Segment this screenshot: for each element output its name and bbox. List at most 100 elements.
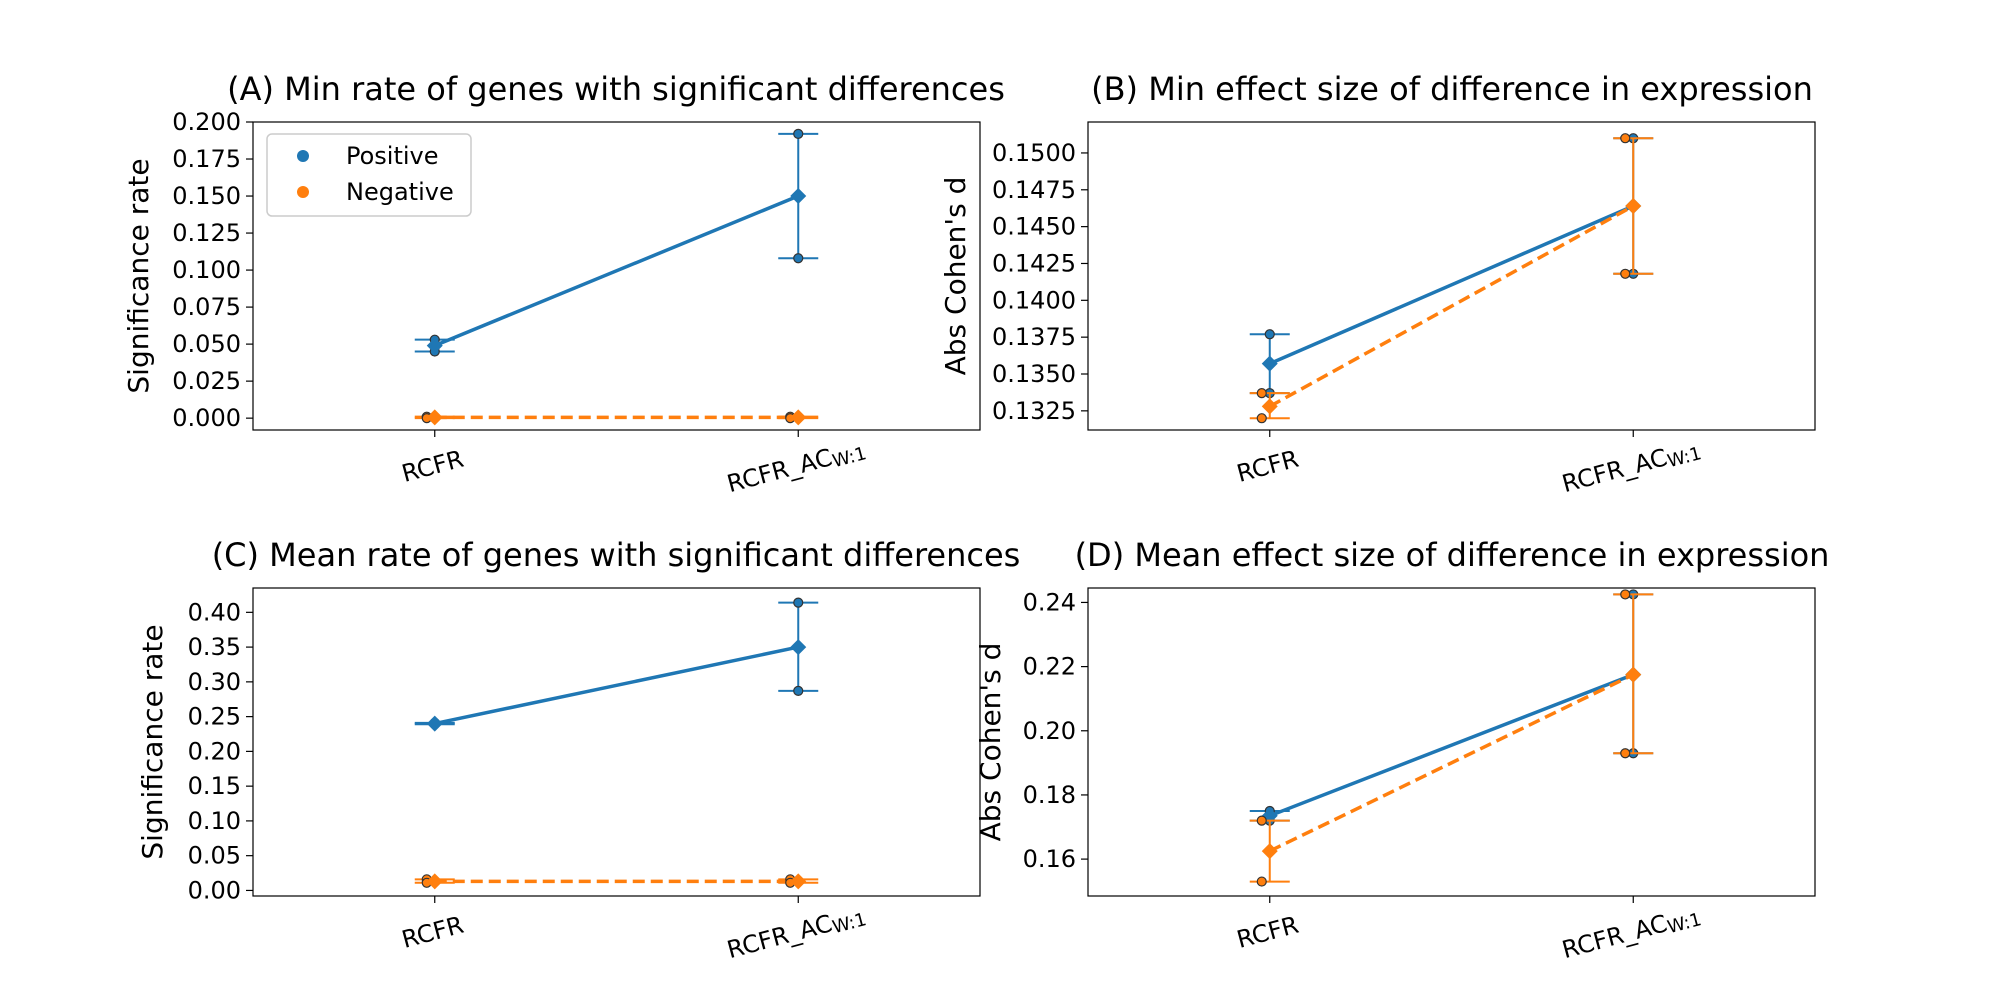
y-tick-label: 0.050 bbox=[172, 330, 241, 358]
y-tick-label: 0.100 bbox=[172, 256, 241, 284]
y-tick-label: 0.1400 bbox=[992, 286, 1076, 314]
y-tick-label: 0.25 bbox=[188, 703, 241, 731]
panels-group: (A) Min rate of genes with significant d… bbox=[122, 70, 1830, 966]
legend-label: Positive bbox=[346, 142, 439, 170]
mean-marker bbox=[426, 715, 443, 732]
y-tick-label: 0.1325 bbox=[992, 397, 1076, 425]
mean-line bbox=[1269, 672, 1634, 818]
mean-marker bbox=[426, 337, 443, 354]
y-tick-label: 0.24 bbox=[1023, 588, 1076, 616]
y-tick-label: 0.000 bbox=[172, 404, 241, 432]
panel-title: (A) Min rate of genes with significant d… bbox=[227, 70, 1005, 108]
y-tick-label: 0.30 bbox=[188, 668, 241, 696]
data-point bbox=[793, 597, 804, 608]
y-axis-label: Abs Cohen's d bbox=[939, 177, 972, 376]
y-tick-label: 0.1350 bbox=[992, 360, 1076, 388]
y-tick-label: 0.175 bbox=[172, 145, 241, 173]
legend-label: Negative bbox=[346, 178, 454, 206]
data-point bbox=[1620, 268, 1631, 279]
legend: Positive Negative bbox=[266, 133, 472, 217]
data-point bbox=[1264, 329, 1275, 340]
plot-frame bbox=[252, 587, 981, 897]
x-tick-label: RCFR_ACW:1 bbox=[1559, 900, 1704, 966]
y-tick-label: 0.1475 bbox=[992, 176, 1076, 204]
data-point bbox=[793, 685, 804, 696]
x-tick-label: RCFR_ACW:1 bbox=[724, 434, 869, 500]
mean-marker bbox=[1625, 666, 1642, 683]
x-tick-label: RCFR bbox=[1234, 911, 1302, 954]
x-tick-label: RCFR bbox=[399, 911, 467, 954]
y-tick-label: 0.1450 bbox=[992, 213, 1076, 241]
x-tick-label: RCFR bbox=[1234, 445, 1302, 488]
mean-marker bbox=[790, 639, 807, 656]
data-point bbox=[1256, 815, 1267, 826]
mean-line bbox=[1268, 204, 1635, 408]
plot-frame bbox=[1087, 587, 1816, 897]
y-tick-label: 0.15 bbox=[188, 772, 241, 800]
mean-line bbox=[1269, 204, 1634, 366]
panel-1: (A) Min rate of genes with significant d… bbox=[122, 70, 1005, 500]
panel-4: (D) Mean effect size of difference in ex… bbox=[974, 536, 1830, 966]
y-tick-label: 0.1375 bbox=[992, 323, 1076, 351]
series-negative bbox=[1249, 133, 1654, 424]
mean-marker bbox=[790, 873, 807, 890]
y-tick-label: 0.22 bbox=[1023, 653, 1076, 681]
y-axis-label: Abs Cohen's d bbox=[974, 643, 1007, 842]
plot-frame bbox=[252, 121, 981, 431]
series-positive bbox=[414, 597, 819, 732]
y-tick-label: 0.075 bbox=[172, 293, 241, 321]
series-negative bbox=[414, 409, 819, 426]
y-axis-label: Significance rate bbox=[122, 158, 155, 393]
y-tick-label: 0.20 bbox=[1023, 717, 1076, 745]
mean-line bbox=[1268, 673, 1635, 853]
panel-2: (B) Min effect size of difference in exp… bbox=[939, 70, 1816, 498]
y-axis-label: Significance rate bbox=[136, 624, 169, 859]
mean-marker bbox=[790, 409, 807, 426]
panel-3: (C) Mean rate of genes with significant … bbox=[136, 536, 1021, 966]
mean-marker bbox=[1261, 843, 1278, 860]
mean-line bbox=[434, 194, 799, 348]
mean-marker bbox=[1625, 198, 1642, 214]
y-tick-label: 0.00 bbox=[188, 876, 241, 904]
series-positive bbox=[1249, 133, 1654, 399]
y-tick-label: 0.05 bbox=[188, 842, 241, 870]
legend-marker bbox=[297, 150, 309, 162]
panel-title: (D) Mean effect size of difference in ex… bbox=[1075, 536, 1830, 574]
mean-marker bbox=[426, 409, 443, 426]
y-tick-label: 0.150 bbox=[172, 182, 241, 210]
mean-marker bbox=[790, 188, 807, 205]
plot-frame bbox=[1087, 121, 1816, 431]
data-point bbox=[1256, 413, 1267, 424]
y-tick-label: 0.1425 bbox=[992, 249, 1076, 277]
series-negative bbox=[1249, 589, 1654, 887]
mean-marker bbox=[1261, 398, 1278, 415]
data-point bbox=[1256, 388, 1267, 399]
y-tick-label: 0.200 bbox=[172, 108, 241, 136]
y-tick-label: 0.35 bbox=[188, 633, 241, 661]
panel-title: (C) Mean rate of genes with significant … bbox=[212, 536, 1021, 574]
y-tick-label: 0.20 bbox=[188, 737, 241, 765]
data-point bbox=[793, 128, 804, 139]
x-tick-label: RCFR bbox=[399, 445, 467, 488]
series-positive bbox=[1249, 589, 1654, 826]
legend-marker bbox=[297, 186, 309, 198]
y-tick-label: 0.025 bbox=[172, 367, 241, 395]
x-tick-label: RCFR_ACW:1 bbox=[724, 900, 869, 966]
data-point bbox=[1620, 133, 1631, 144]
data-point bbox=[1620, 748, 1631, 759]
panel-title: (B) Min effect size of difference in exp… bbox=[1091, 70, 1813, 108]
mean-line bbox=[434, 645, 799, 726]
mean-marker bbox=[426, 873, 443, 890]
y-tick-label: 0.40 bbox=[188, 598, 241, 626]
data-point bbox=[1620, 589, 1631, 600]
series-negative bbox=[414, 873, 819, 890]
data-point bbox=[1256, 876, 1267, 887]
y-tick-label: 0.1500 bbox=[992, 139, 1076, 167]
y-tick-label: 0.10 bbox=[188, 807, 241, 835]
mean-marker bbox=[1261, 355, 1278, 372]
y-tick-label: 0.18 bbox=[1023, 781, 1076, 809]
data-point bbox=[793, 253, 804, 264]
legend-frame bbox=[266, 133, 472, 217]
series-positive bbox=[414, 128, 819, 357]
y-tick-label: 0.16 bbox=[1023, 845, 1076, 873]
